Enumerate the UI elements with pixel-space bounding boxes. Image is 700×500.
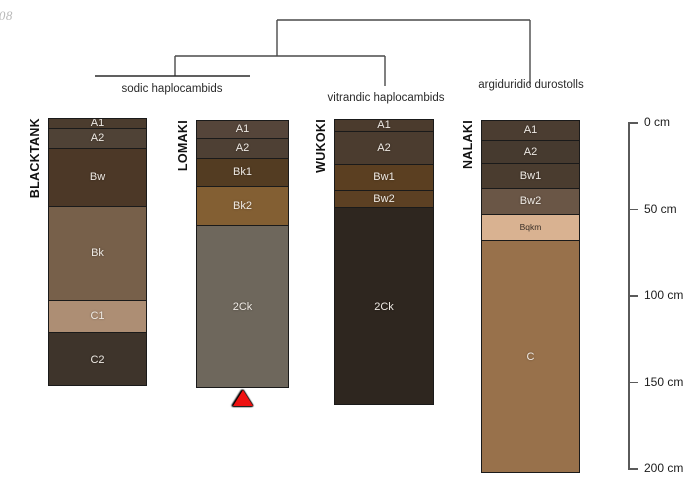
cladogram bbox=[95, 19, 531, 86]
horizon-2ck[interactable]: 2Ck bbox=[197, 226, 288, 387]
depth-tick-label: 100 cm bbox=[644, 288, 684, 303]
horizon-bk[interactable]: Bk bbox=[49, 207, 146, 301]
column-name-blacktank: BLACKTANK bbox=[28, 118, 42, 199]
horizon-label: A2 bbox=[523, 145, 538, 158]
column-name-wukoki: WUKOKI bbox=[314, 119, 328, 173]
horizon-label: Bw1 bbox=[519, 169, 542, 182]
depth-tick-label: 150 cm bbox=[644, 374, 684, 389]
depth-tick-label: 200 cm bbox=[644, 461, 684, 476]
horizon-bw2[interactable]: Bw2 bbox=[482, 189, 579, 215]
horizon-bw1[interactable]: Bw1 bbox=[482, 164, 579, 189]
horizon-stack: A1 A2 Bw Bk C1 C2 bbox=[48, 118, 147, 386]
horizon-c2[interactable]: C2 bbox=[49, 333, 146, 385]
horizon-bk2[interactable]: Bk2 bbox=[197, 187, 288, 226]
horizon-label: C2 bbox=[90, 353, 105, 366]
corner-watermark: -08 bbox=[0, 8, 13, 23]
horizon-label: Bqkm bbox=[519, 222, 542, 233]
horizon-label: Bw2 bbox=[519, 195, 542, 207]
horizon-c1[interactable]: C1 bbox=[49, 301, 146, 333]
horizon-bk1[interactable]: Bk1 bbox=[197, 159, 288, 187]
horizon-label: 2Ck bbox=[232, 301, 253, 313]
horizon-a2[interactable]: A2 bbox=[197, 139, 288, 159]
clade-label-vitrandic-haplocambids: vitrandic haplocambids bbox=[327, 92, 445, 104]
horizon-label: A2 bbox=[90, 132, 105, 144]
horizon-stack: A1 A2 Bk1 Bk2 2Ck bbox=[196, 120, 289, 388]
horizon-a1[interactable]: A1 bbox=[197, 121, 288, 139]
horizon-label: Bk2 bbox=[233, 199, 252, 212]
column-name-lomaki: LOMAKI bbox=[176, 120, 190, 172]
horizon-a2[interactable]: A2 bbox=[335, 132, 433, 165]
horizon-bw2[interactable]: Bw2 bbox=[335, 191, 433, 208]
clade-label-argiduridic-durostolls: argiduridic durostolls bbox=[478, 79, 584, 91]
depth-tick bbox=[628, 295, 638, 297]
horizon-c[interactable]: C bbox=[482, 241, 579, 472]
depth-tick-label: 50 cm bbox=[644, 201, 677, 216]
depth-tick-label: 0 cm bbox=[644, 115, 671, 129]
horizon-stack: A1 A2 Bw1 Bw2 2Ck bbox=[334, 119, 434, 405]
horizon-label: A2 bbox=[377, 141, 391, 154]
horizon-label: C bbox=[526, 351, 535, 363]
horizon-bw1[interactable]: Bw1 bbox=[335, 165, 433, 191]
horizon-2ck[interactable]: 2Ck bbox=[335, 208, 433, 404]
horizon-label: Bk bbox=[91, 247, 104, 259]
horizon-a2[interactable]: A2 bbox=[482, 141, 579, 164]
depth-tick bbox=[628, 381, 638, 384]
horizon-a1[interactable]: A1 bbox=[335, 120, 433, 132]
horizon-bqkm[interactable]: Bqkm bbox=[482, 215, 579, 241]
horizon-a2[interactable]: A2 bbox=[49, 129, 146, 149]
horizon-label: Bw bbox=[89, 171, 106, 183]
red-triangle-marker bbox=[232, 390, 253, 406]
horizon-label: 2Ck bbox=[374, 300, 394, 313]
clade-label-sodic-haplocambids: sodic haplocambids bbox=[121, 83, 223, 95]
cladogram-branches bbox=[95, 19, 531, 86]
horizon-label: Bw2 bbox=[373, 192, 395, 205]
depth-tick bbox=[628, 468, 638, 470]
depth-tick bbox=[628, 208, 638, 211]
horizon-stack: A1 A2 Bw1 Bw2 Bqkm C bbox=[481, 120, 580, 473]
horizon-a1[interactable]: A1 bbox=[49, 119, 146, 129]
depth-tick bbox=[628, 122, 638, 124]
horizon-bw[interactable]: Bw bbox=[49, 149, 146, 207]
horizon-label: A2 bbox=[235, 142, 250, 154]
horizon-label: A1 bbox=[235, 123, 250, 135]
horizon-label: C1 bbox=[90, 310, 105, 322]
horizon-label: A1 bbox=[90, 118, 105, 129]
horizon-label: A1 bbox=[377, 119, 391, 131]
horizon-label: Bw1 bbox=[373, 171, 395, 183]
horizon-a1[interactable]: A1 bbox=[482, 121, 579, 141]
horizon-label: Bk1 bbox=[233, 166, 252, 178]
horizon-label: A1 bbox=[523, 124, 538, 136]
column-name-nalaki: NALAKI bbox=[461, 120, 475, 170]
